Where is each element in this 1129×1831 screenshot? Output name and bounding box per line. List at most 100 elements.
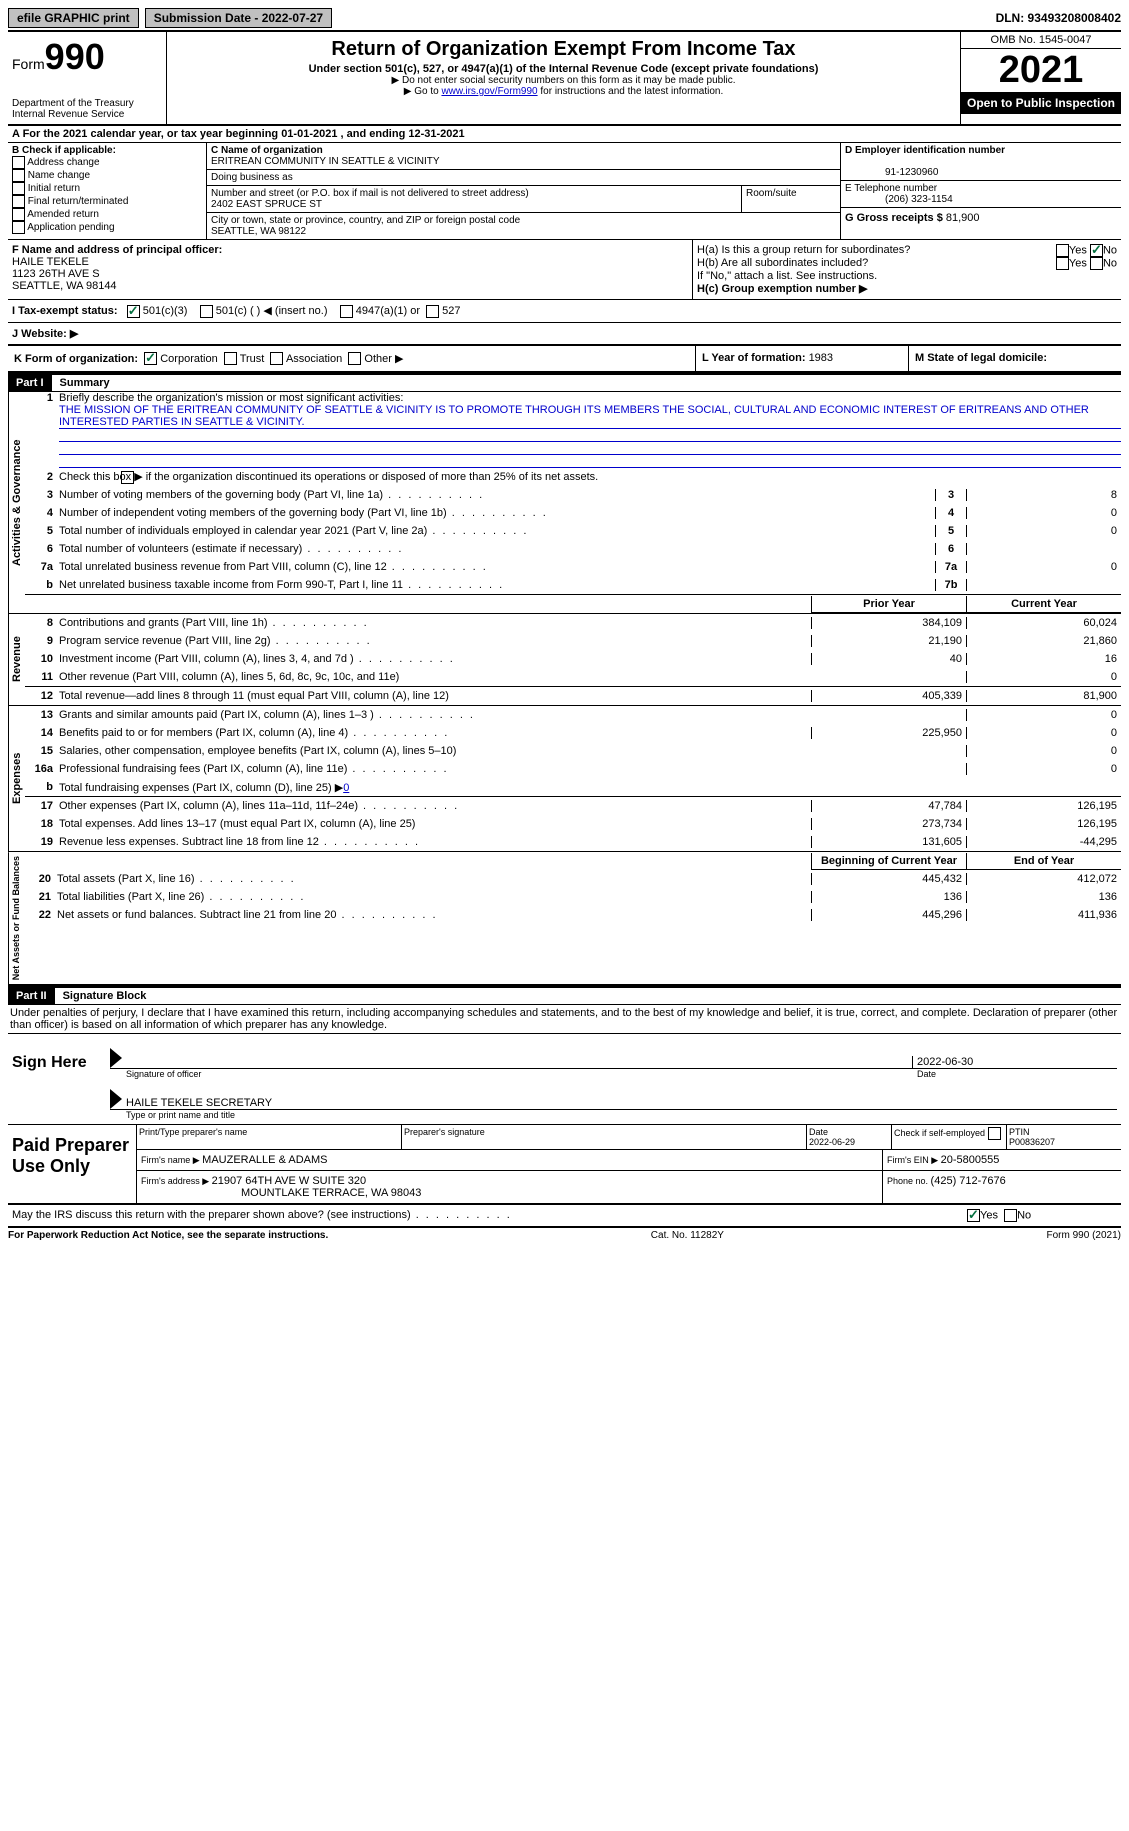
c21: 136: [966, 891, 1121, 903]
date-label: Date: [913, 1069, 1117, 1079]
line5: Total number of individuals employed in …: [59, 525, 935, 537]
line16b: Total fundraising expenses (Part IX, col…: [59, 781, 811, 794]
city-value: SEATTLE, WA 98122: [211, 226, 306, 237]
line7b: Net unrelated business taxable income fr…: [59, 579, 935, 591]
irs-discuss: May the IRS discuss this return with the…: [12, 1209, 967, 1222]
c19: -44,295: [966, 836, 1121, 848]
c11: 0: [966, 671, 1121, 683]
address-change-checkbox[interactable]: [12, 156, 25, 169]
amended-checkbox[interactable]: [12, 208, 25, 221]
sig-officer-label: Signature of officer: [110, 1069, 913, 1079]
c20: 412,072: [966, 873, 1121, 885]
street-label: Number and street (or P.O. box if mail i…: [211, 188, 529, 199]
c18: 126,195: [966, 818, 1121, 830]
phone-label: E Telephone number: [845, 183, 937, 194]
v3: 8: [967, 489, 1121, 501]
line11: Other revenue (Part VIII, column (A), li…: [59, 671, 811, 683]
line15: Salaries, other compensation, employee b…: [59, 745, 811, 757]
app-pending-checkbox[interactable]: [12, 221, 25, 234]
line8: Contributions and grants (Part VIII, lin…: [59, 617, 811, 629]
line10: Investment income (Part VIII, column (A)…: [59, 653, 811, 665]
line1-text: THE MISSION OF THE ERITREAN COMMUNITY OF…: [59, 404, 1121, 429]
city-label: City or town, state or province, country…: [211, 215, 520, 226]
sig-triangle-icon-2: [110, 1089, 122, 1109]
form-title: Return of Organization Exempt From Incom…: [171, 38, 956, 61]
line20: Total assets (Part X, line 16): [57, 873, 811, 885]
firm-addr1: 21907 64TH AVE W SUITE 320: [212, 1175, 366, 1187]
phone-value: (206) 323-1154: [845, 194, 953, 205]
assoc-checkbox[interactable]: [270, 352, 283, 365]
efile-button[interactable]: efile GRAPHIC print: [8, 8, 139, 28]
dln-label: DLN: 93493208008402: [996, 11, 1121, 25]
tax-year: 2021: [961, 49, 1121, 92]
other-checkbox[interactable]: [348, 352, 361, 365]
p21: 136: [811, 891, 966, 903]
hb-yes-checkbox[interactable]: [1056, 257, 1069, 270]
p12: 405,339: [811, 690, 966, 702]
end-year-header: End of Year: [966, 853, 1121, 870]
hb-no-checkbox[interactable]: [1090, 257, 1103, 270]
part2-header: Part II Signature Block: [8, 986, 1121, 1005]
irs-yes-checkbox[interactable]: [967, 1209, 980, 1222]
c13: 0: [966, 709, 1121, 721]
tax-period: A For the 2021 calendar year, or tax yea…: [8, 126, 1121, 143]
p8: 384,109: [811, 617, 966, 629]
prep-date: 2022-06-29: [809, 1137, 855, 1147]
line2-checkbox[interactable]: [121, 471, 134, 484]
name-change-checkbox[interactable]: [12, 169, 25, 182]
box-b: B Check if applicable: Address change Na…: [8, 143, 207, 239]
ha-no-checkbox[interactable]: [1090, 244, 1103, 257]
p14: 225,950: [811, 727, 966, 739]
box-f: F Name and address of principal officer:…: [8, 240, 692, 299]
line18: Total expenses. Add lines 13–17 (must eq…: [59, 818, 811, 830]
signer-name: HAILE TEKELE SECRETARY: [122, 1097, 272, 1109]
line3: Number of voting members of the governin…: [59, 489, 935, 501]
ein-label: D Employer identification number: [845, 145, 1005, 156]
sig-triangle-icon: [110, 1048, 122, 1068]
line14: Benefits paid to or for members (Part IX…: [59, 727, 811, 739]
tab-expenses: Expenses: [8, 706, 25, 851]
trust-checkbox[interactable]: [224, 352, 237, 365]
p20: 445,432: [811, 873, 966, 885]
form-header: Form990 Department of the Treasury Inter…: [8, 32, 1121, 126]
form-subtitle: Under section 501(c), 527, or 4947(a)(1)…: [171, 63, 956, 75]
room-label: Room/suite: [742, 186, 840, 212]
501c-checkbox[interactable]: [200, 305, 213, 318]
note-2: ▶ Go to www.irs.gov/Form990 for instruct…: [171, 86, 956, 97]
line7a: Total unrelated business revenue from Pa…: [59, 561, 935, 573]
line6: Total number of volunteers (estimate if …: [59, 543, 935, 555]
p18: 273,734: [811, 818, 966, 830]
irs-no-checkbox[interactable]: [1004, 1209, 1017, 1222]
line21: Total liabilities (Part X, line 26): [57, 891, 811, 903]
line16a: Professional fundraising fees (Part IX, …: [59, 763, 811, 775]
4947-checkbox[interactable]: [340, 305, 353, 318]
final-return-checkbox[interactable]: [12, 195, 25, 208]
self-emp-checkbox[interactable]: [988, 1127, 1001, 1140]
paid-preparer-label: Paid Preparer Use Only: [8, 1125, 136, 1203]
tab-activities: Activities & Governance: [8, 392, 25, 613]
line1-label: Briefly describe the organization's miss…: [59, 392, 403, 404]
ha-yes-checkbox[interactable]: [1056, 244, 1069, 257]
omb-number: OMB No. 1545-0047: [961, 32, 1121, 49]
note-1: ▶ Do not enter social security numbers o…: [171, 75, 956, 86]
irs-link[interactable]: www.irs.gov/Form990: [441, 86, 537, 97]
part1-header: Part I Summary: [8, 373, 1121, 392]
c15: 0: [966, 745, 1121, 757]
box-m: M State of legal domicile:: [908, 346, 1121, 372]
sig-date: 2022-06-30: [912, 1056, 1117, 1068]
527-checkbox[interactable]: [426, 305, 439, 318]
box-j: J Website: ▶: [8, 323, 1121, 346]
corp-checkbox[interactable]: [144, 352, 157, 365]
c14: 0: [966, 727, 1121, 739]
firm-addr2: MOUNTLAKE TERRACE, WA 98043: [141, 1187, 421, 1199]
p9: 21,190: [811, 635, 966, 647]
page-footer: For Paperwork Reduction Act Notice, see …: [8, 1227, 1121, 1241]
initial-return-checkbox[interactable]: [12, 182, 25, 195]
signer-name-label: Type or print name and title: [110, 1110, 1117, 1120]
c8: 60,024: [966, 617, 1121, 629]
submission-date: Submission Date - 2022-07-27: [145, 8, 332, 28]
501c3-checkbox[interactable]: [127, 305, 140, 318]
form-number: Form990: [12, 36, 162, 78]
org-name: ERITREAN COMMUNITY IN SEATTLE & VICINITY: [211, 156, 440, 167]
firm-phone: (425) 712-7676: [931, 1175, 1006, 1187]
